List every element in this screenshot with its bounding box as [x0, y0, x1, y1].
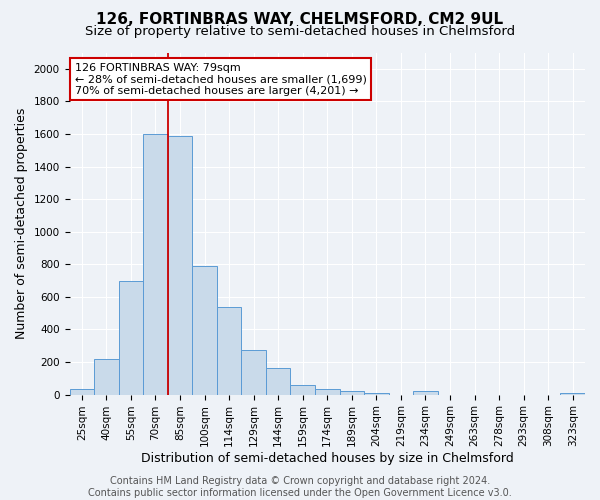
Bar	[119, 280, 143, 394]
Bar	[168, 136, 192, 394]
Bar	[143, 134, 168, 394]
Bar	[266, 368, 290, 394]
Bar	[290, 385, 315, 394]
Bar	[560, 393, 585, 394]
Bar	[217, 308, 241, 394]
Text: Contains HM Land Registry data © Crown copyright and database right 2024.
Contai: Contains HM Land Registry data © Crown c…	[88, 476, 512, 498]
Text: Size of property relative to semi-detached houses in Chelmsford: Size of property relative to semi-detach…	[85, 25, 515, 38]
Bar	[413, 392, 438, 394]
Bar	[70, 389, 94, 394]
Bar	[364, 393, 389, 394]
Y-axis label: Number of semi-detached properties: Number of semi-detached properties	[15, 108, 28, 339]
Text: 126, FORTINBRAS WAY, CHELMSFORD, CM2 9UL: 126, FORTINBRAS WAY, CHELMSFORD, CM2 9UL	[97, 12, 503, 28]
Bar	[94, 359, 119, 394]
Bar	[340, 392, 364, 394]
Bar	[192, 266, 217, 394]
Bar	[315, 389, 340, 394]
Bar	[241, 350, 266, 395]
Text: 126 FORTINBRAS WAY: 79sqm
← 28% of semi-detached houses are smaller (1,699)
70% : 126 FORTINBRAS WAY: 79sqm ← 28% of semi-…	[74, 63, 367, 96]
X-axis label: Distribution of semi-detached houses by size in Chelmsford: Distribution of semi-detached houses by …	[141, 452, 514, 465]
